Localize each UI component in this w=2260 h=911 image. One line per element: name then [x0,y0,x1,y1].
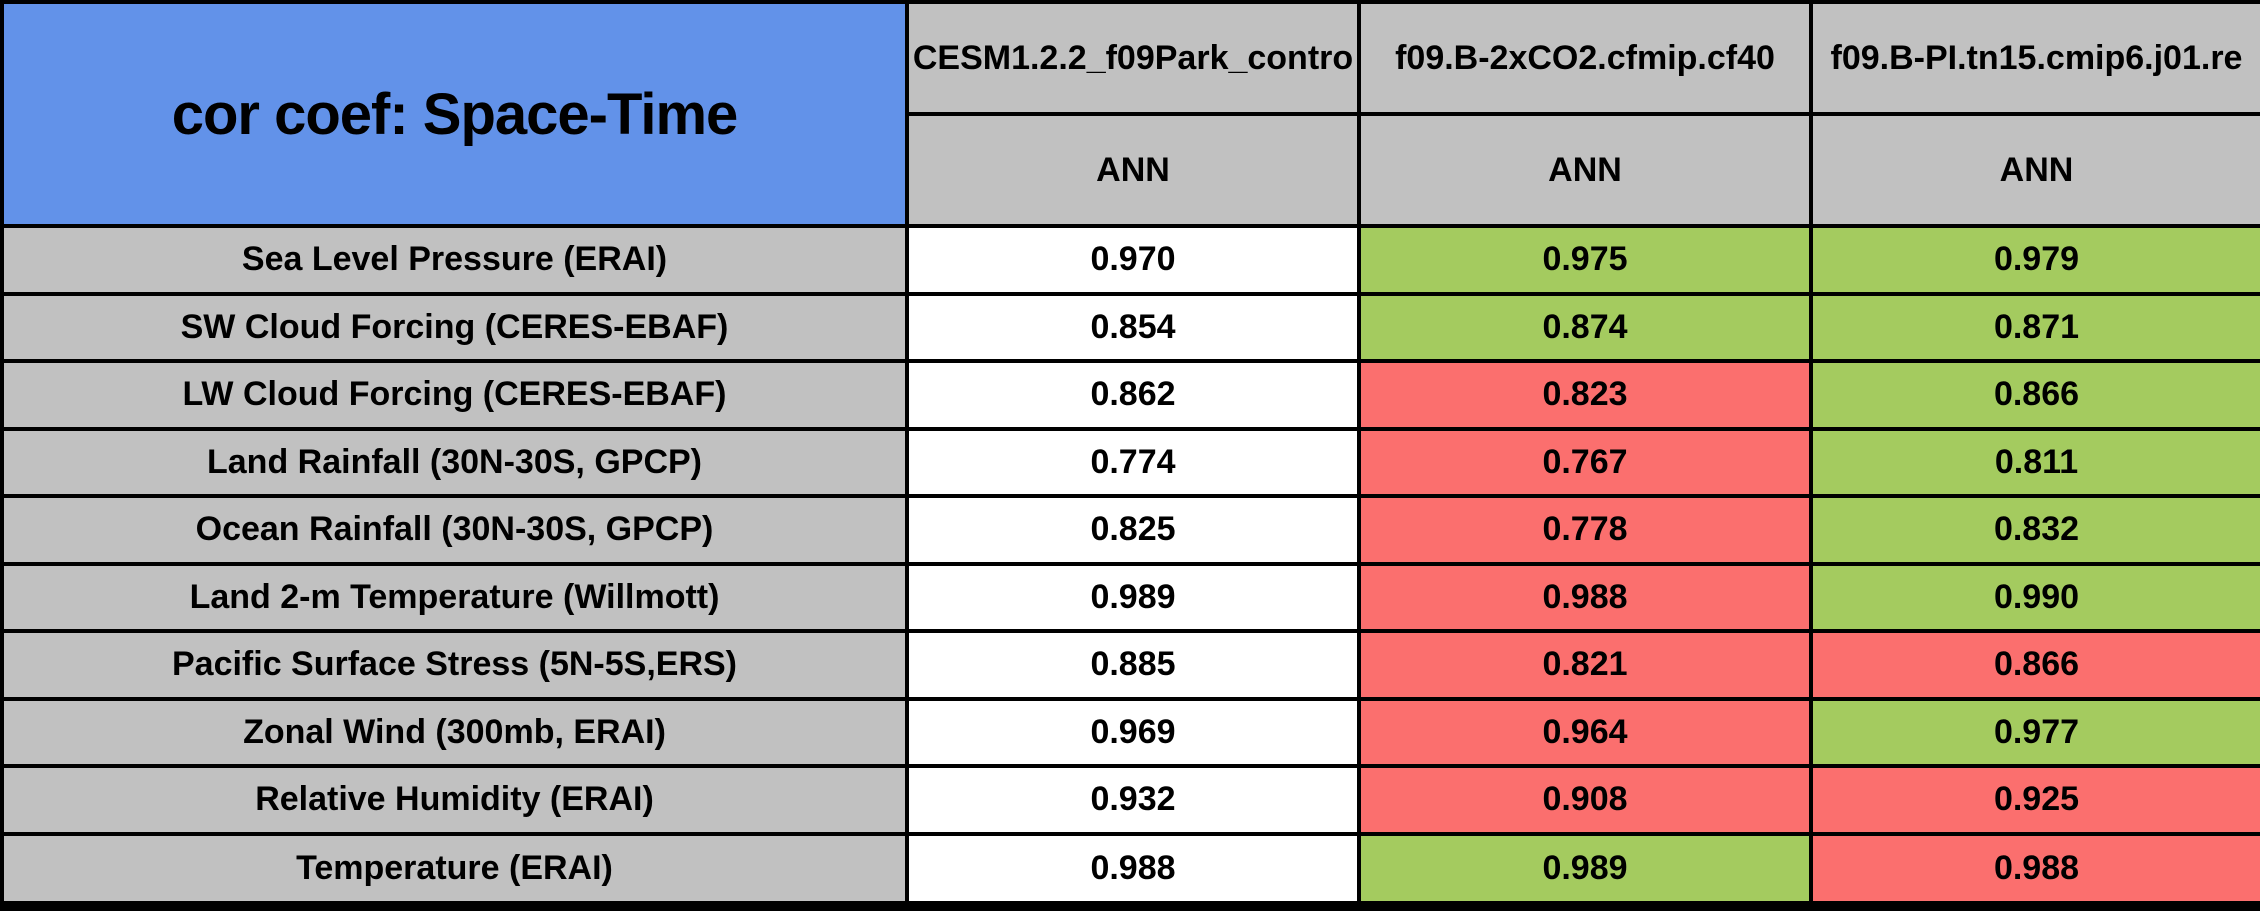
season-header: ANN [1357,112,1813,228]
row-label: Land Rainfall (30N-30S, GPCP) [0,426,909,499]
row-label: Sea Level Pressure (ERAI) [0,224,909,296]
value-cell: 0.988 [1357,561,1813,634]
value-cell: 0.970 [905,224,1361,296]
value-cell: 0.990 [1809,561,2260,634]
row-label: Land 2-m Temperature (Willmott) [0,561,909,634]
value-cell: 0.821 [1357,629,1813,701]
season-header-row: ANN ANN ANN [2,112,2260,228]
row-label: Relative Humidity (ERAI) [0,764,909,836]
value-cell: 0.871 [1809,291,2260,364]
value-cell: 0.854 [905,291,1361,364]
column-header-control-run: CESM1.2.2_f09Park_contro [905,0,1361,116]
value-cell: 0.811 [1809,426,2260,499]
table-row: SW Cloud Forcing (CERES-EBAF) 0.854 0.87… [0,291,2260,364]
row-label: SW Cloud Forcing (CERES-EBAF) [0,291,909,364]
row-label: Temperature (ERAI) [0,831,909,909]
table-row: Ocean Rainfall (30N-30S, GPCP) 0.825 0.7… [0,494,2260,566]
value-cell: 0.767 [1357,426,1813,499]
table-row: Sea Level Pressure (ERAI) 0.970 0.975 0.… [0,224,2260,296]
value-cell: 0.832 [1809,494,2260,566]
table-row: Land 2-m Temperature (Willmott) 0.989 0.… [0,561,2260,634]
value-cell: 0.823 [1357,359,1813,431]
table-row: LW Cloud Forcing (CERES-EBAF) 0.862 0.82… [0,359,2260,431]
table-row: Land Rainfall (30N-30S, GPCP) 0.774 0.76… [0,426,2260,499]
season-header: ANN [905,112,1361,228]
value-cell: 0.988 [1809,831,2260,909]
value-cell: 0.825 [905,494,1361,566]
value-cell: 0.866 [1809,629,2260,701]
row-label: LW Cloud Forcing (CERES-EBAF) [0,359,909,431]
value-cell: 0.988 [905,831,1361,909]
row-label: Zonal Wind (300mb, ERAI) [0,696,909,769]
column-header-2xco2-run: f09.B-2xCO2.cfmip.cf40 [1357,0,1813,116]
table-row: Relative Humidity (ERAI) 0.932 0.908 0.9… [0,764,2260,836]
row-label: Pacific Surface Stress (5N-5S,ERS) [0,629,909,701]
value-cell: 0.778 [1357,494,1813,566]
column-header-pi-run: f09.B-PI.tn15.cmip6.j01.re [1809,0,2260,116]
value-cell: 0.979 [1809,224,2260,296]
value-cell: 0.862 [905,359,1361,431]
value-cell: 0.975 [1357,224,1813,296]
value-cell: 0.885 [905,629,1361,701]
value-cell: 0.774 [905,426,1361,499]
table-title: cor coef: Space-Time [0,0,909,228]
value-cell: 0.908 [1357,764,1813,836]
season-header: ANN [1809,112,2260,228]
value-cell: 0.989 [905,561,1361,634]
value-cell: 0.925 [1809,764,2260,836]
table-row: Pacific Surface Stress (5N-5S,ERS) 0.885… [0,629,2260,701]
row-label: Ocean Rainfall (30N-30S, GPCP) [0,494,909,566]
value-cell: 0.874 [1357,291,1813,364]
table-row: Temperature (ERAI) 0.988 0.989 0.988 [0,831,2260,909]
value-cell: 0.932 [905,764,1361,836]
value-cell: 0.964 [1357,696,1813,769]
table-row: Zonal Wind (300mb, ERAI) 0.969 0.964 0.9… [0,696,2260,769]
value-cell: 0.969 [905,696,1361,769]
model-header-row: cor coef: Space-Time CESM1.2.2_f09Park_c… [0,0,2260,228]
value-cell: 0.866 [1809,359,2260,431]
value-cell: 0.989 [1357,831,1813,909]
value-cell: 0.977 [1809,696,2260,769]
